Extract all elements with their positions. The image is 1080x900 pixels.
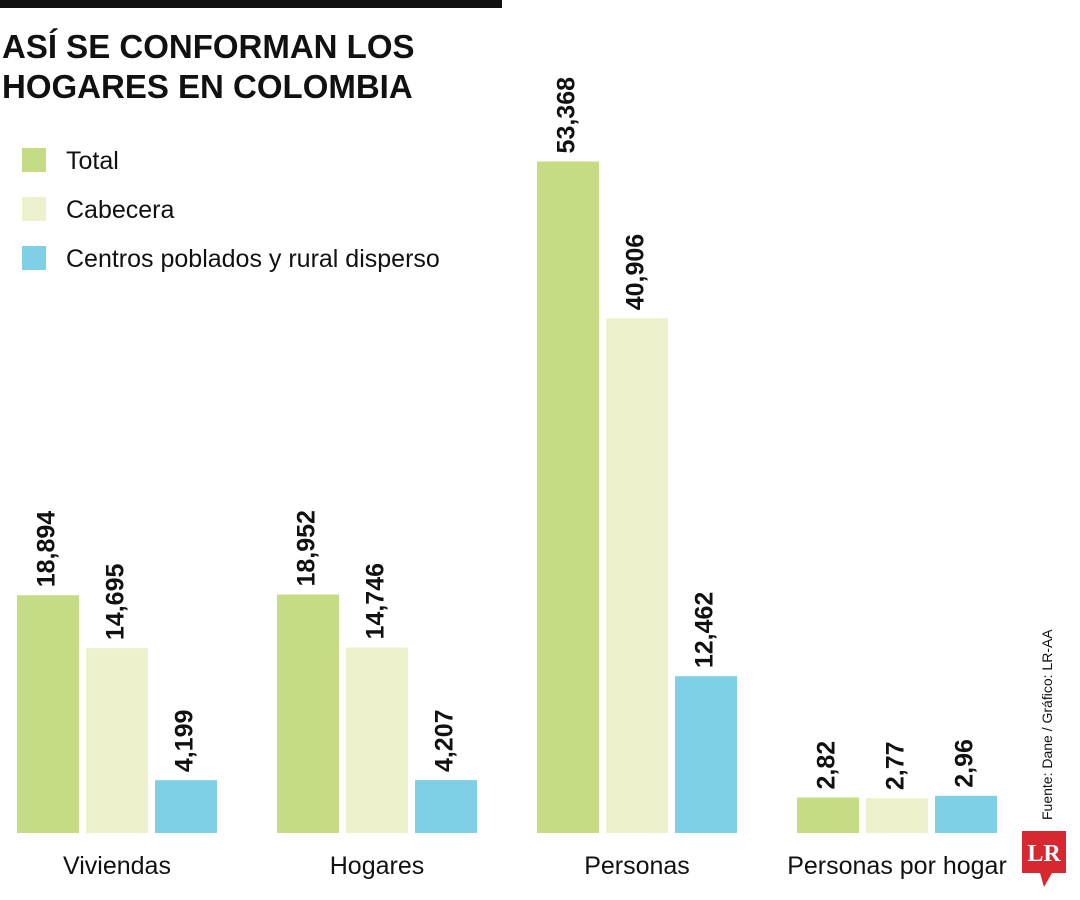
chart-title: ASÍ SE CONFORMAN LOS HOGARES EN COLOMBIA — [2, 28, 415, 105]
value-label: 2,96 — [951, 739, 979, 788]
x-tick-label: Personas por hogar — [787, 852, 1007, 880]
bar — [277, 594, 339, 833]
top-rule — [0, 0, 502, 8]
logo-text: LR — [1027, 841, 1061, 867]
bar — [86, 648, 148, 833]
value-label: 14,695 — [102, 564, 130, 641]
value-label: 18,952 — [293, 510, 321, 586]
bar — [17, 595, 79, 833]
legend-label: Total — [66, 147, 119, 175]
bar — [346, 647, 408, 833]
title-line: ASÍ SE CONFORMAN LOS — [2, 28, 415, 65]
value-label: 12,462 — [691, 592, 719, 668]
legend-swatch — [22, 148, 46, 172]
bar — [866, 798, 928, 833]
value-label: 53,368 — [553, 77, 581, 154]
x-tick-label: Viviendas — [63, 852, 171, 880]
value-label: 4,199 — [171, 710, 199, 773]
legend-swatch — [22, 197, 46, 221]
source: Fuente: Dane / Gráfico: LR-AA — [1039, 629, 1055, 820]
value-label: 4,207 — [431, 709, 459, 772]
x-tick-label: Hogares — [330, 852, 425, 880]
logo-box — [1022, 831, 1066, 873]
legend-label: Cabecera — [66, 196, 174, 224]
value-label: 14,746 — [362, 563, 390, 639]
legend-swatch — [22, 246, 46, 270]
value-label: 40,906 — [622, 234, 650, 310]
bar — [155, 780, 217, 833]
title-line: HOGARES EN COLOMBIA — [2, 68, 413, 105]
bar — [675, 676, 737, 833]
bar — [606, 318, 668, 833]
logo-tail — [1040, 873, 1052, 887]
value-label: 18,894 — [33, 511, 61, 588]
bar — [415, 780, 477, 833]
bar — [797, 797, 859, 833]
legend-label: Centros poblados y rural disperso — [66, 245, 440, 273]
x-tick-label: Personas — [584, 852, 690, 880]
value-label: 2,82 — [813, 741, 841, 790]
logo: LR — [1022, 831, 1066, 887]
bar — [935, 795, 997, 833]
bar — [537, 161, 599, 834]
value-label: 2,77 — [882, 741, 910, 790]
